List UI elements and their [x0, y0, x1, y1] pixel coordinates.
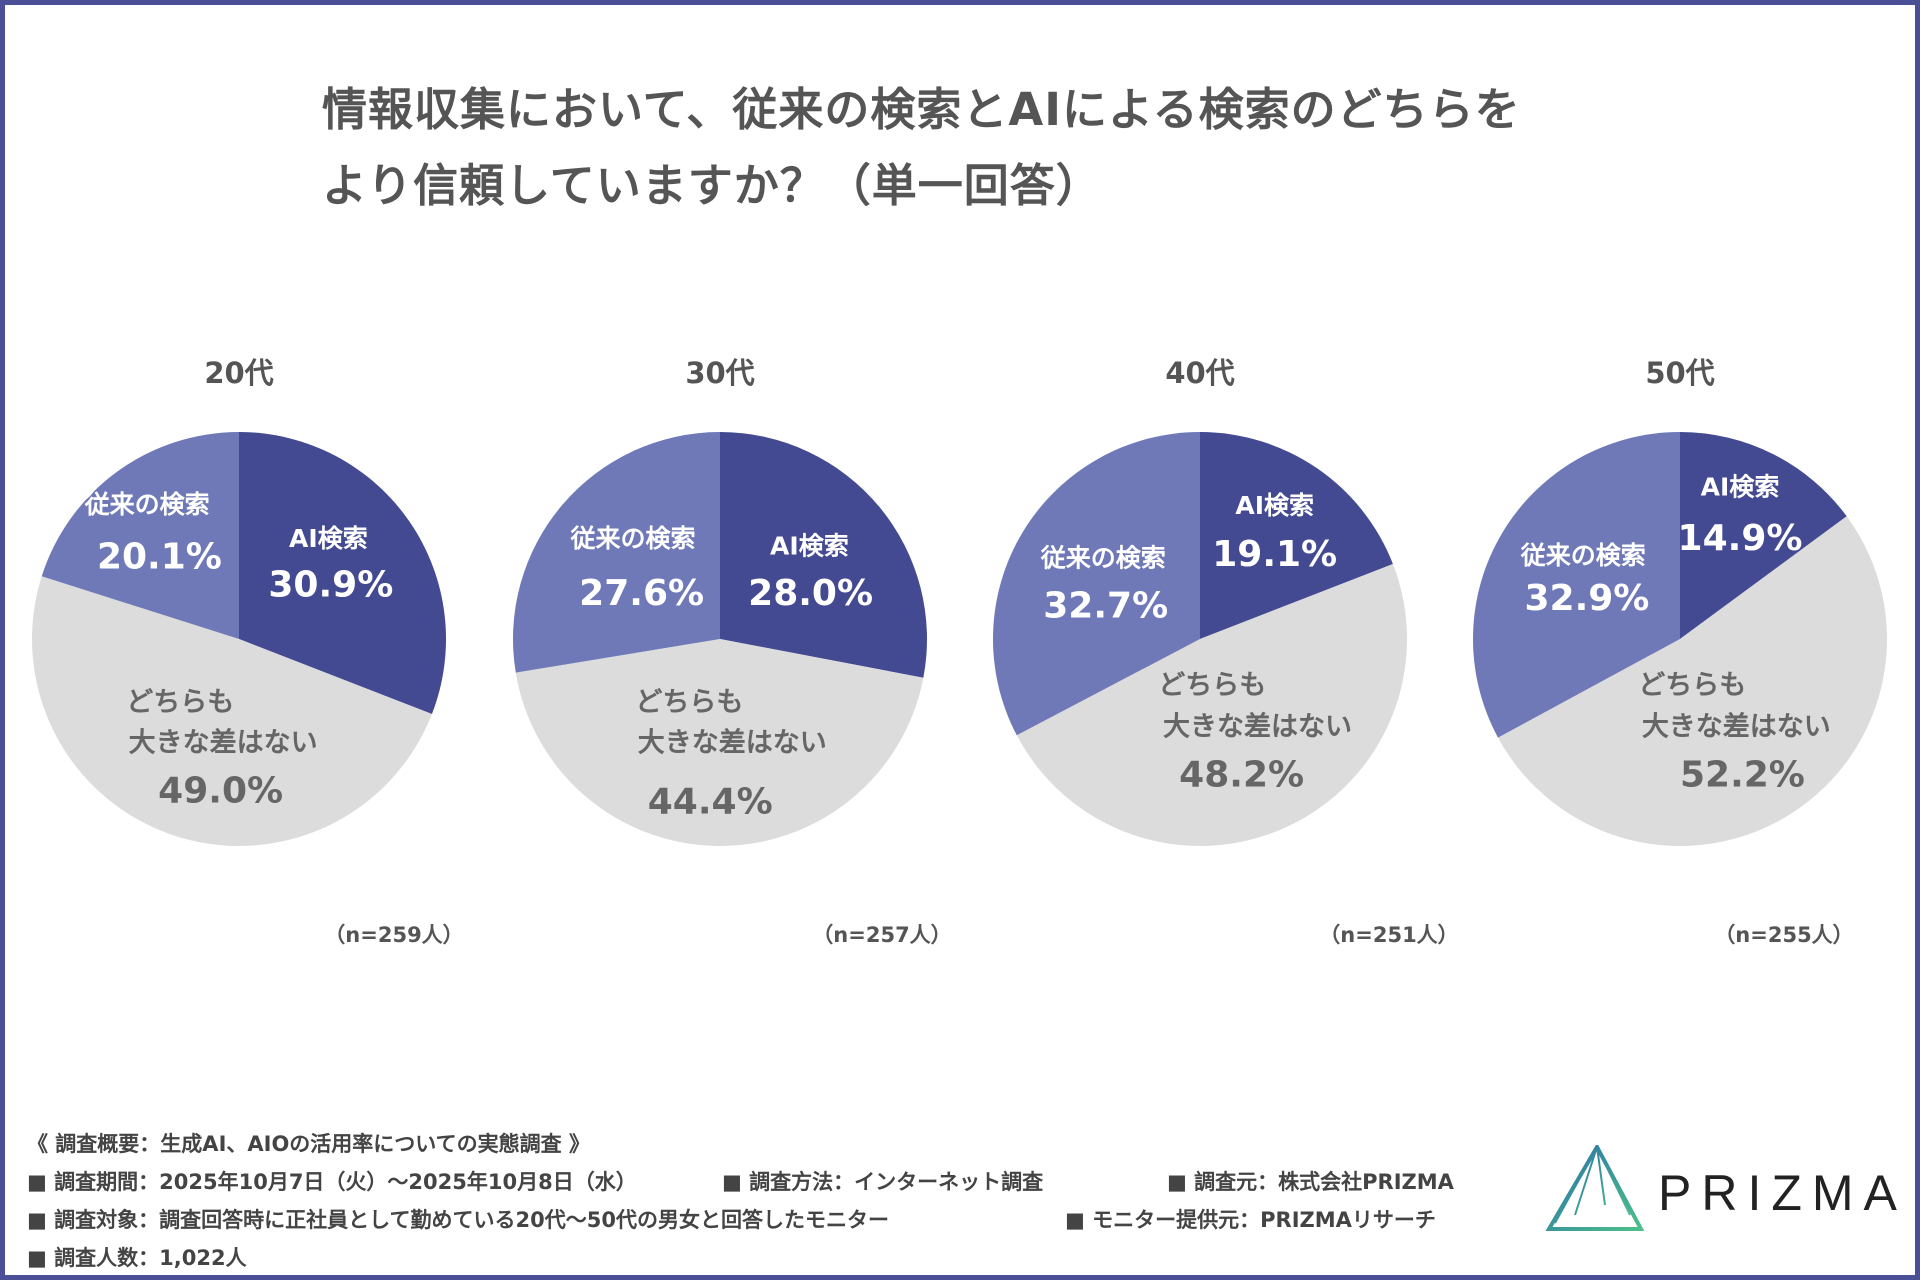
- ai-search-label: AI検索: [770, 531, 849, 560]
- sample-size-label: （n=257人）: [812, 923, 951, 947]
- slice-neither: [1497, 516, 1888, 847]
- sample-size-label: （n=251人）: [1319, 923, 1458, 947]
- neither-label-line-2: 大きな差はない: [638, 727, 827, 759]
- sample-size-label: （n=259人）: [324, 923, 463, 947]
- neither-label-line-1: どちらも: [1158, 670, 1266, 701]
- traditional-search-label: 従来の検索: [1040, 544, 1166, 573]
- ai-search-label: AI検索: [1701, 473, 1780, 502]
- neither-label-line-1: どちらも: [126, 687, 234, 718]
- traditional-search-label: 従来の検索: [570, 524, 696, 553]
- ai-search-value: 14.9%: [1678, 518, 1803, 559]
- footer-method: ■ 調査方法：インターネット調査: [722, 1170, 1044, 1194]
- footer-count: ■ 調査人数：1,022人: [27, 1246, 247, 1270]
- pie-title: 30代: [685, 356, 754, 390]
- neither-label-line-2: 大きな差はない: [129, 727, 318, 759]
- slice-traditional-search: [1473, 432, 1680, 738]
- slice-ai-search: [720, 432, 927, 678]
- neither-label-line-2: 大きな差はない: [1642, 711, 1831, 743]
- pie-title: 40代: [1165, 356, 1234, 390]
- slice-neither: [32, 576, 432, 846]
- ai-search-value: 19.1%: [1212, 534, 1337, 575]
- traditional-search-label: 従来の検索: [84, 490, 210, 519]
- ai-search-label: AI検索: [289, 524, 368, 553]
- slice-neither: [1016, 564, 1408, 847]
- neither-value: 49.0%: [158, 770, 283, 811]
- footer-target: ■ 調査対象：調査回答時に正社員として勤めている20代～50代の男女と回答したモ…: [27, 1208, 889, 1232]
- neither-label-line-1: どちらも: [635, 687, 743, 718]
- traditional-search-value: 32.9%: [1524, 578, 1649, 619]
- neither-value: 52.2%: [1680, 754, 1805, 795]
- footer-period: ■ 調査期間：2025年10月7日（火）～2025年10月8日（水）: [27, 1170, 637, 1194]
- title-line-1: 情報収集において、従来の検索とAIによる検索のどちらを: [322, 83, 1521, 136]
- footer-overview: 《 調査概要：生成AI、AIOの活用率についての実態調査 》: [27, 1132, 590, 1156]
- footer-source: ■ 調査元：株式会社PRIZMA: [1167, 1170, 1454, 1194]
- ai-search-value: 30.9%: [268, 565, 393, 606]
- footer-provider: ■ モニター提供元：PRIZMAリサーチ: [1065, 1208, 1436, 1232]
- neither-label-line-2: 大きな差はない: [1163, 711, 1352, 743]
- slice-ai-search: [1200, 432, 1393, 639]
- slice-ai-search: [239, 432, 446, 714]
- neither-value: 44.4%: [648, 781, 773, 822]
- neither-label-line-1: どちらも: [1638, 670, 1746, 701]
- pie-title: 20代: [204, 356, 273, 390]
- title-line-2: より信頼していますか？（単一回答）: [322, 159, 1102, 212]
- prizma-logo-text: PRIZMA: [1658, 1165, 1907, 1221]
- slice-traditional-search: [41, 432, 239, 639]
- neither-value: 48.2%: [1179, 754, 1304, 795]
- traditional-search-label: 従来の検索: [1520, 541, 1646, 570]
- slice-traditional-search: [993, 432, 1200, 736]
- sample-size-label: （n=255人）: [1714, 923, 1853, 947]
- chart-title: 情報収集において、従来の検索とAIによる検索のどちらを より信頼していますか？（…: [322, 72, 1521, 224]
- slice-ai-search: [1680, 432, 1847, 639]
- ai-search-label: AI検索: [1235, 491, 1314, 520]
- slice-neither: [515, 639, 924, 846]
- traditional-search-value: 27.6%: [579, 573, 704, 614]
- traditional-search-value: 20.1%: [97, 536, 222, 577]
- pie-title: 50代: [1645, 356, 1714, 390]
- ai-search-value: 28.0%: [748, 573, 873, 614]
- traditional-search-value: 32.7%: [1043, 585, 1168, 626]
- slice-traditional-search: [512, 432, 720, 673]
- prizma-logo-icon: [1545, 1145, 1645, 1231]
